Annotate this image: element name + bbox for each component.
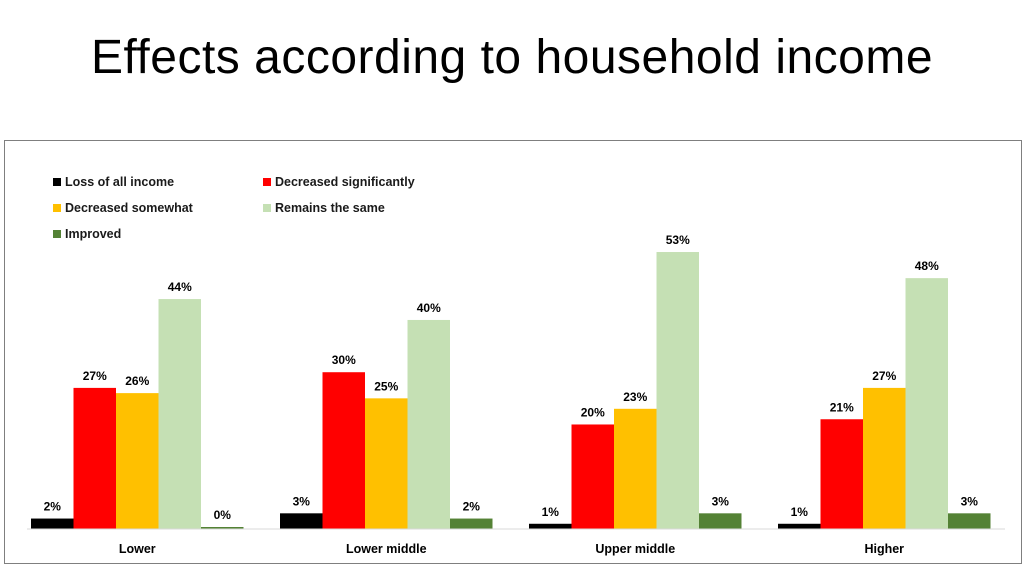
value-label-upper-middle-remains-the-same: 53%	[666, 233, 690, 247]
bar-higher-decreased-significantly	[820, 419, 863, 529]
bar-lower-middle-improved	[450, 518, 493, 529]
bar-lower-decreased-somewhat	[116, 393, 159, 529]
chart-value-labels: 2% 27% 26% 44% 0% 3% 30% 25% 40% 2% 1% 20% 23% 53% 3% 1…	[44, 233, 979, 522]
value-label-upper-middle-decreased-significantly: 20%	[581, 405, 605, 419]
bar-higher-improved	[948, 513, 991, 529]
legend-label-decreased-significantly: Decreased significantly	[275, 175, 415, 189]
value-label-lower-remains-the-same: 44%	[168, 280, 192, 294]
bar-lower-middle-loss-of-all-income	[280, 513, 323, 529]
legend-label-loss-of-all-income: Loss of all income	[65, 175, 174, 189]
value-label-upper-middle-decreased-somewhat: 23%	[623, 390, 647, 404]
value-label-higher-decreased-somewhat: 27%	[872, 369, 896, 383]
chart-bars	[31, 252, 991, 529]
value-label-upper-middle-loss-of-all-income: 1%	[542, 505, 560, 519]
bar-upper-middle-improved	[699, 513, 742, 529]
bar-upper-middle-decreased-significantly	[571, 424, 614, 529]
value-label-lower-loss-of-all-income: 2%	[44, 500, 62, 514]
value-label-lower-middle-loss-of-all-income: 3%	[293, 494, 311, 508]
bar-chart: Loss of all income Decreased significantl…	[27, 175, 1005, 556]
bar-upper-middle-decreased-somewhat	[614, 408, 657, 529]
legend-swatch-loss-of-all-income	[53, 178, 61, 186]
bar-higher-loss-of-all-income	[778, 523, 821, 529]
legend-swatch-decreased-somewhat	[53, 204, 61, 212]
bar-upper-middle-remains-the-same	[656, 252, 699, 529]
bar-upper-middle-loss-of-all-income	[529, 523, 572, 529]
x-axis-tick-labels: Lower Lower middle Upper middle Higher	[119, 542, 904, 556]
value-label-higher-remains-the-same: 48%	[915, 259, 939, 273]
bar-higher-remains-the-same	[905, 278, 948, 529]
chart-legend: Loss of all income Decreased significantl…	[53, 175, 415, 241]
value-label-higher-improved: 3%	[961, 494, 979, 508]
legend-swatch-improved	[53, 230, 61, 238]
value-label-lower-middle-decreased-significantly: 30%	[332, 353, 356, 367]
value-label-lower-decreased-somewhat: 26%	[125, 374, 149, 388]
category-label-higher: Higher	[864, 542, 904, 556]
value-label-higher-loss-of-all-income: 1%	[791, 505, 809, 519]
page-title: Effects according to household income	[90, 31, 934, 84]
bar-lower-middle-decreased-somewhat	[365, 398, 408, 529]
legend-label-remains-the-same: Remains the same	[275, 201, 385, 215]
value-label-upper-middle-improved: 3%	[712, 494, 730, 508]
value-label-lower-middle-decreased-somewhat: 25%	[374, 379, 398, 393]
category-label-upper-middle: Upper middle	[595, 542, 675, 556]
legend-label-improved: Improved	[65, 227, 121, 241]
value-label-lower-improved: 0%	[214, 508, 232, 522]
chart-frame: Loss of all income Decreased significantl…	[4, 140, 1022, 564]
category-label-lower-middle: Lower middle	[346, 542, 427, 556]
value-label-higher-decreased-significantly: 21%	[830, 400, 854, 414]
bar-lower-middle-decreased-significantly	[322, 372, 365, 529]
bar-lower-decreased-significantly	[73, 387, 116, 529]
value-label-lower-decreased-significantly: 27%	[83, 369, 107, 383]
value-label-lower-middle-improved: 2%	[463, 500, 481, 514]
legend-swatch-remains-the-same	[263, 204, 271, 212]
bar-lower-remains-the-same	[158, 299, 201, 529]
category-label-lower: Lower	[119, 542, 156, 556]
value-label-lower-middle-remains-the-same: 40%	[417, 301, 441, 315]
bar-lower-loss-of-all-income	[31, 518, 74, 529]
bar-lower-middle-remains-the-same	[407, 319, 450, 529]
bar-lower-improved	[201, 527, 244, 529]
legend-swatch-decreased-significantly	[263, 178, 271, 186]
bar-higher-decreased-somewhat	[863, 387, 906, 529]
legend-label-decreased-somewhat: Decreased somewhat	[65, 201, 194, 215]
